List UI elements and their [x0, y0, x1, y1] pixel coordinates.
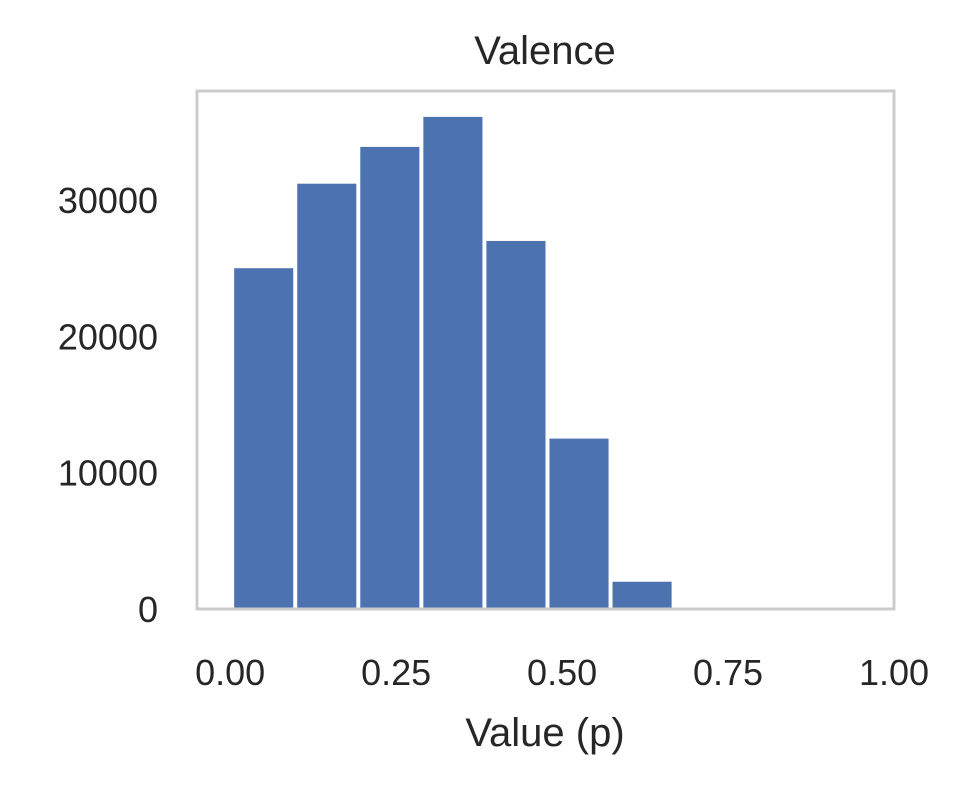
bars-group — [234, 116, 672, 610]
plot-frame — [195, 89, 896, 611]
histogram-bar-7 — [612, 581, 672, 609]
x-tick-label: 0.00 — [195, 652, 265, 693]
histogram-bar-4 — [423, 116, 483, 610]
x-axis-label: Value (p) — [465, 711, 624, 755]
histogram-bar-5 — [486, 240, 546, 609]
histogram-bar-1 — [234, 268, 294, 609]
y-axis-ticks: 0 10000 20000 30000 — [58, 180, 158, 630]
histogram-bar-2 — [297, 183, 357, 609]
y-tick-label: 10000 — [58, 453, 158, 494]
y-tick-label: 20000 — [58, 316, 158, 357]
histogram-bar-6 — [549, 438, 609, 609]
y-tick-label: 30000 — [58, 180, 158, 221]
y-tick-label: 0 — [138, 589, 158, 630]
x-tick-label: 1.00 — [859, 652, 929, 693]
x-axis-ticks: 0.00 0.25 0.50 0.75 1.00 — [195, 652, 929, 693]
chart-title: Valence — [474, 29, 616, 73]
histogram-bar-3 — [360, 146, 420, 610]
x-tick-label: 0.75 — [693, 652, 763, 693]
x-tick-label: 0.50 — [527, 652, 597, 693]
x-tick-label: 0.25 — [361, 652, 431, 693]
